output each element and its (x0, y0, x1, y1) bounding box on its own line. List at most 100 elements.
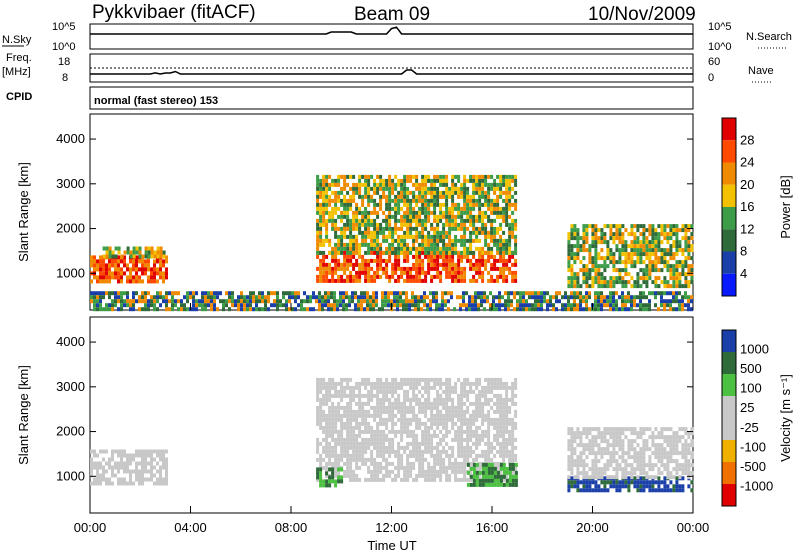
heatmap-cell (460, 433, 464, 438)
heatmap-cell (370, 461, 374, 466)
heatmap-cell (436, 445, 440, 450)
heatmap-cell (633, 264, 637, 269)
heatmap-cell (463, 417, 467, 422)
heatmap-cell (585, 431, 589, 436)
heatmap-cell (570, 284, 574, 289)
heatmap-cell (417, 303, 420, 308)
heatmap-cell (385, 218, 389, 223)
heatmap-cell (594, 248, 598, 253)
heatmap-cell (367, 246, 371, 251)
heatmap-cell (312, 307, 315, 312)
heatmap-cell (424, 210, 428, 215)
heatmap-cell (406, 230, 410, 235)
heatmap-cell (645, 484, 649, 489)
heatmap-cell (397, 254, 401, 259)
heatmap-cell (600, 303, 603, 308)
heatmap-cell (288, 295, 291, 300)
heatmap-cell (400, 421, 404, 426)
heatmap-cell (499, 421, 503, 426)
heatmap-cell (511, 401, 515, 406)
heatmap-cell (156, 453, 159, 458)
heatmap-cell (96, 263, 99, 268)
heatmap-cell (418, 405, 422, 410)
heatmap-cell (451, 389, 455, 394)
heatmap-cell (484, 194, 488, 199)
heatmap-cell (570, 248, 574, 253)
heatmap-cell (672, 268, 676, 273)
heatmap-cell (153, 307, 156, 312)
heatmap-cell (484, 222, 488, 227)
heatmap-cell (162, 271, 165, 276)
heatmap-cell (603, 463, 607, 468)
heatmap-cell (463, 190, 467, 195)
heatmap-cell (349, 393, 353, 398)
heatmap-cell (669, 244, 673, 249)
heatmap-cell (162, 461, 165, 466)
heatmap-cell (376, 210, 380, 215)
heatmap-cell (636, 228, 640, 233)
heatmap-cell (681, 284, 685, 289)
heatmap-cell (409, 270, 413, 275)
heatmap-cell (621, 480, 625, 485)
heatmap-cell (331, 445, 335, 450)
heatmap-cell (358, 457, 362, 462)
heatmap-cell (666, 291, 669, 296)
heatmap-cell (519, 303, 522, 308)
heatmap-cell (427, 214, 431, 219)
heatmap-cell (457, 425, 461, 430)
heatmap-cell (690, 232, 694, 237)
heatmap-cell (612, 480, 616, 485)
heatmap-cell (352, 198, 356, 203)
heatmap-cell (358, 441, 362, 446)
heatmap-cell (448, 409, 452, 414)
heatmap-cell (514, 437, 518, 442)
heatmap-cell (415, 393, 419, 398)
heatmap-cell (621, 252, 625, 257)
heatmap-cell (478, 178, 482, 183)
heatmap-cell (156, 449, 159, 454)
heatmap-cell (690, 256, 694, 261)
heatmap-cell (567, 455, 571, 460)
heatmap-cell (481, 429, 485, 434)
heatmap-cell (675, 443, 679, 448)
heatmap-cell (481, 421, 485, 426)
heatmap-cell (415, 385, 419, 390)
heatmap-cell (468, 307, 471, 312)
heatmap-cell (328, 441, 332, 446)
beam-title: Beam 09 (354, 4, 430, 25)
heatmap-cell (493, 421, 497, 426)
heatmap-cell (490, 198, 494, 203)
heatmap-cell (364, 266, 368, 271)
heatmap-cell (255, 303, 258, 308)
heatmap-cell (415, 254, 419, 259)
heatmap-cell (342, 303, 345, 308)
heatmap-cell (249, 295, 252, 300)
heatmap-cell (315, 295, 318, 300)
heatmap-cell (633, 260, 637, 265)
heatmap-cell (645, 272, 649, 277)
heatmap-cell (207, 303, 210, 308)
heatmap-cell (451, 453, 455, 458)
heatmap-cell (481, 190, 485, 195)
heatmap-cell (325, 274, 329, 279)
heatmap-cell (343, 270, 347, 275)
heatmap-cell (475, 445, 479, 450)
heatmap-cell (624, 248, 628, 253)
heatmap-cell (630, 240, 634, 245)
heatmap-cell (448, 385, 452, 390)
heatmap-cell (414, 303, 417, 308)
heatmap-cell (358, 182, 362, 187)
heatmap-cell (349, 461, 353, 466)
heatmap-cell (624, 307, 627, 312)
heatmap-cell (445, 469, 449, 474)
heatmap-cell (648, 467, 652, 472)
heatmap-cell (325, 465, 329, 470)
heatmap-cell (496, 433, 500, 438)
heatmap-cell (639, 484, 643, 489)
heatmap-cell (448, 218, 452, 223)
heatmap-cell (412, 254, 416, 259)
heatmap-cell (129, 299, 132, 304)
heatmap-cell (346, 246, 350, 251)
heatmap-cell (388, 254, 392, 259)
